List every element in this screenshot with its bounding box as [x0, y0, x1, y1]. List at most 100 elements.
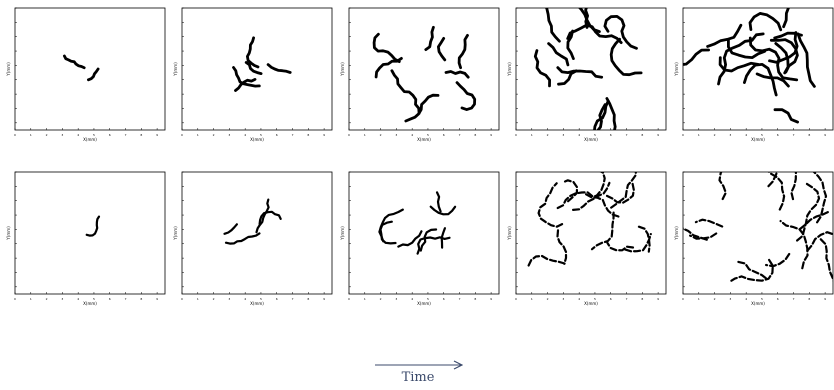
x-tick-label: 3 — [395, 297, 397, 301]
panel-frame — [15, 172, 165, 294]
x-tick-label: 9 — [824, 133, 826, 137]
x-tick-label: 4 — [244, 133, 246, 137]
panel-frame — [182, 8, 332, 130]
x-axis-label: X(mm) — [417, 301, 431, 306]
y-axis-label: Y(mm) — [507, 62, 512, 77]
x-tick-label: 1 — [364, 297, 366, 301]
x-tick-label: 9 — [156, 133, 158, 137]
x-tick-label: 2 — [213, 133, 215, 137]
x-tick-label: 4 — [244, 297, 246, 301]
x-tick-label: 2 — [714, 297, 716, 301]
x-tick-label: 0 — [348, 297, 350, 301]
panel-frame — [15, 8, 165, 130]
y-axis-label: Y(mm) — [340, 226, 345, 241]
x-tick-label: 3 — [61, 297, 63, 301]
x-tick-label: 0 — [515, 133, 517, 137]
x-tick-label: 6 — [777, 297, 779, 301]
panel-frame — [349, 8, 499, 130]
x-tick-label: 9 — [657, 297, 659, 301]
x-axis-label: X(mm) — [417, 137, 431, 142]
x-axis-label: X(mm) — [83, 301, 97, 306]
x-tick-label: 9 — [490, 297, 492, 301]
x-tick-label: 8 — [808, 297, 810, 301]
x-tick-label: 8 — [641, 297, 643, 301]
x-tick-label: 0 — [682, 297, 684, 301]
x-tick-label: 2 — [213, 297, 215, 301]
panel-frame — [349, 172, 499, 294]
x-tick-label: 0 — [515, 297, 517, 301]
time-label: Time — [402, 370, 435, 385]
x-tick-label: 8 — [808, 133, 810, 137]
x-tick-label: 9 — [156, 297, 158, 301]
y-axis-label: Y(mm) — [507, 226, 512, 241]
x-tick-label: 7 — [125, 133, 127, 137]
x-tick-label: 3 — [395, 133, 397, 137]
x-tick-label: 6 — [777, 133, 779, 137]
x-tick-label: 4 — [745, 297, 747, 301]
y-axis-label: Y(mm) — [173, 62, 178, 77]
x-tick-label: 8 — [641, 133, 643, 137]
x-tick-label: 4 — [411, 133, 413, 137]
x-axis-label: X(mm) — [250, 137, 264, 142]
x-tick-label: 9 — [657, 133, 659, 137]
x-tick-label: 6 — [276, 133, 278, 137]
x-tick-label: 8 — [474, 297, 476, 301]
x-tick-label: 2 — [547, 297, 549, 301]
x-axis-label: X(mm) — [751, 137, 765, 142]
panel: 0123456789X(mm)Y(mm) — [173, 8, 332, 142]
panel-frame — [683, 172, 833, 294]
x-tick-label: 2 — [46, 297, 48, 301]
y-axis-label: Y(mm) — [674, 62, 679, 77]
x-tick-label: 6 — [109, 297, 111, 301]
x-tick-label: 7 — [459, 133, 461, 137]
x-tick-label: 1 — [197, 133, 199, 137]
y-axis-label: Y(mm) — [340, 62, 345, 77]
x-tick-label: 8 — [474, 133, 476, 137]
x-tick-label: 4 — [578, 133, 580, 137]
x-tick-label: 1 — [30, 133, 32, 137]
x-tick-label: 8 — [140, 133, 142, 137]
x-tick-label: 3 — [562, 133, 564, 137]
x-tick-label: 2 — [547, 133, 549, 137]
panel-frame — [516, 172, 666, 294]
figure: Time 0123456789X(mm)Y(mm)0123456789X(mm)… — [0, 0, 834, 386]
x-tick-label: 6 — [109, 133, 111, 137]
x-tick-label: 2 — [380, 297, 382, 301]
x-tick-label: 6 — [276, 297, 278, 301]
x-tick-label: 2 — [714, 133, 716, 137]
x-tick-label: 7 — [793, 133, 795, 137]
x-tick-label: 7 — [125, 297, 127, 301]
x-tick-label: 9 — [490, 133, 492, 137]
x-axis-label: X(mm) — [250, 301, 264, 306]
x-tick-label: 8 — [307, 133, 309, 137]
x-tick-label: 6 — [443, 133, 445, 137]
x-tick-label: 7 — [292, 297, 294, 301]
x-tick-label: 2 — [380, 133, 382, 137]
x-tick-label: 3 — [562, 297, 564, 301]
x-tick-label: 1 — [698, 297, 700, 301]
x-tick-label: 3 — [228, 133, 230, 137]
x-axis-label: X(mm) — [751, 301, 765, 306]
x-tick-label: 8 — [140, 297, 142, 301]
x-tick-label: 4 — [411, 297, 413, 301]
x-tick-label: 7 — [626, 133, 628, 137]
x-tick-label: 3 — [228, 297, 230, 301]
x-tick-label: 9 — [824, 297, 826, 301]
y-axis-label: Y(mm) — [6, 62, 11, 77]
x-axis-label: X(mm) — [83, 137, 97, 142]
x-tick-label: 4 — [578, 297, 580, 301]
x-tick-label: 0 — [14, 297, 16, 301]
x-tick-label: 0 — [14, 133, 16, 137]
x-tick-label: 3 — [729, 297, 731, 301]
x-tick-label: 1 — [30, 297, 32, 301]
panel: 0123456789X(mm)Y(mm) — [507, 0, 666, 152]
x-tick-label: 6 — [443, 297, 445, 301]
x-tick-label: 3 — [729, 133, 731, 137]
panel: 0123456789X(mm)Y(mm) — [507, 170, 666, 306]
x-tick-label: 0 — [682, 133, 684, 137]
y-axis-label: Y(mm) — [674, 226, 679, 241]
panel-frame — [683, 8, 833, 130]
